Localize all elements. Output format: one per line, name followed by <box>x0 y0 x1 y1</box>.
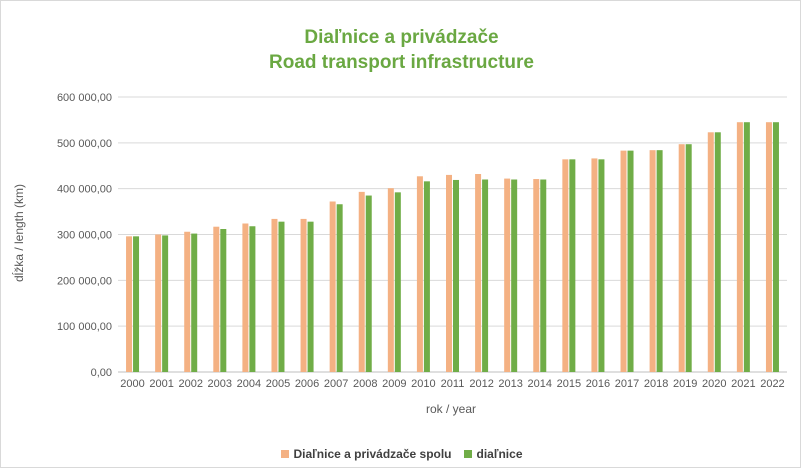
bar-motorways-2020 <box>714 132 721 372</box>
bar-motorways-2021 <box>743 122 750 372</box>
x-tick-label: 2009 <box>382 378 406 390</box>
bar-total-2020 <box>707 132 714 372</box>
bar-total-2002 <box>184 231 191 372</box>
x-tick-label: 2005 <box>266 378 290 390</box>
legend-label-total: Diaľnice a privádzače spolu <box>293 447 452 461</box>
x-tick-label: 2018 <box>644 378 668 390</box>
legend-item-total: Diaľnice a privádzače spolu <box>280 447 452 461</box>
bar-total-2003 <box>213 226 220 372</box>
x-tick-label: 2019 <box>673 378 697 390</box>
x-tick-label: 2011 <box>441 378 465 390</box>
x-tick-label: 2007 <box>324 378 348 390</box>
bar-motorways-2001 <box>162 235 169 372</box>
y-tick-label: 0,00 <box>91 367 112 379</box>
bar-total-2012 <box>475 174 482 372</box>
bar-motorways-2011 <box>453 179 459 372</box>
bar-motorways-2013 <box>511 179 518 372</box>
x-tick-label: 2012 <box>469 378 493 390</box>
x-tick-label: 2006 <box>295 378 319 390</box>
bars <box>126 122 779 372</box>
x-tick-label: 2014 <box>528 378 552 390</box>
chart-title: Diaľnice a privádzače <box>304 27 499 48</box>
bar-motorways-2003 <box>220 229 227 372</box>
bar-motorways-2018 <box>656 150 663 372</box>
bar-motorways-2022 <box>772 122 779 372</box>
x-tick-label: 2008 <box>353 378 377 390</box>
bar-total-2004 <box>242 223 249 372</box>
x-tick-label: 2013 <box>498 378 522 390</box>
bar-total-2015 <box>562 159 569 372</box>
bar-motorways-2007 <box>336 204 343 372</box>
bar-total-2019 <box>678 144 685 372</box>
x-tick-label: 2021 <box>731 378 755 390</box>
y-tick-label: 300 000,00 <box>57 230 112 242</box>
y-tick-label: 600 000,00 <box>57 92 112 104</box>
y-axis-title: dĺžka / length (km) <box>11 184 26 282</box>
bar-total-2005 <box>271 218 278 372</box>
x-tick-label: 2016 <box>586 378 610 390</box>
bar-total-2010 <box>416 176 423 372</box>
legend-item-motorways: diaľnice <box>463 447 523 461</box>
x-tick-label: 2002 <box>178 378 202 390</box>
bar-total-2022 <box>765 122 772 372</box>
legend-label-motorways: diaľnice <box>476 447 523 461</box>
bar-motorways-2016 <box>598 159 605 372</box>
bar-total-2013 <box>504 178 511 372</box>
x-tick-label: 2000 <box>120 378 144 390</box>
y-tick-labels: 0,00 100 000,00 200 000,00 300 000,00 400 00… <box>57 92 112 379</box>
bar-total-2016 <box>591 158 598 372</box>
bar-motorways-2015 <box>569 159 576 372</box>
bar-total-2021 <box>736 122 743 372</box>
bar-total-2007 <box>329 201 336 372</box>
bar-motorways-2005 <box>278 221 285 372</box>
bar-total-2009 <box>387 188 394 372</box>
bar-motorways-2019 <box>685 144 692 372</box>
x-tick-label: 2015 <box>557 378 581 390</box>
x-tick-label: 2003 <box>208 378 232 390</box>
bar-motorways-2008 <box>365 195 372 372</box>
bar-motorways-2017 <box>627 150 634 372</box>
bar-total-2000 <box>126 236 133 372</box>
gridlines <box>118 96 787 373</box>
legend: Diaľnice a privádzače spolu diaľnice <box>1 447 801 461</box>
chart-subtitle: Road transport infrastructure <box>269 52 534 73</box>
y-tick-label: 100 000,00 <box>57 321 112 333</box>
bar-total-2011 <box>446 174 452 372</box>
x-tick-label: 2022 <box>760 378 784 390</box>
x-tick-label: 2004 <box>237 378 261 390</box>
legend-swatch-motorways <box>463 450 472 458</box>
bar-motorways-2012 <box>482 179 489 372</box>
bar-motorways-2002 <box>191 233 198 372</box>
bar-total-2008 <box>358 191 365 372</box>
x-tick-label: 2017 <box>615 378 639 390</box>
bar-motorways-2010 <box>423 181 430 372</box>
y-tick-label: 400 000,00 <box>57 184 112 196</box>
bar-motorways-2014 <box>540 179 547 372</box>
bar-motorways-2009 <box>394 192 401 372</box>
x-tick-label: 2020 <box>702 378 726 390</box>
bar-total-2001 <box>155 234 162 372</box>
bar-motorways-2006 <box>307 221 314 372</box>
x-tick-labels: 2000 2001 2002 2003 2004 2005 2006 2007 2008 2009… <box>120 378 784 390</box>
x-tick-label: 2001 <box>149 378 173 390</box>
bar-total-2017 <box>620 150 627 372</box>
bar-motorways-2004 <box>249 226 256 372</box>
bar-motorways-2000 <box>133 236 140 372</box>
x-tick-label: 2010 <box>411 378 435 390</box>
y-tick-label: 500 000,00 <box>57 138 112 150</box>
bar-total-2006 <box>300 218 307 372</box>
bar-total-2018 <box>649 150 656 372</box>
x-axis-title: rok / year <box>426 402 476 416</box>
y-tick-label: 200 000,00 <box>57 275 112 287</box>
bar-total-2014 <box>533 179 540 372</box>
legend-swatch-total <box>280 450 289 458</box>
